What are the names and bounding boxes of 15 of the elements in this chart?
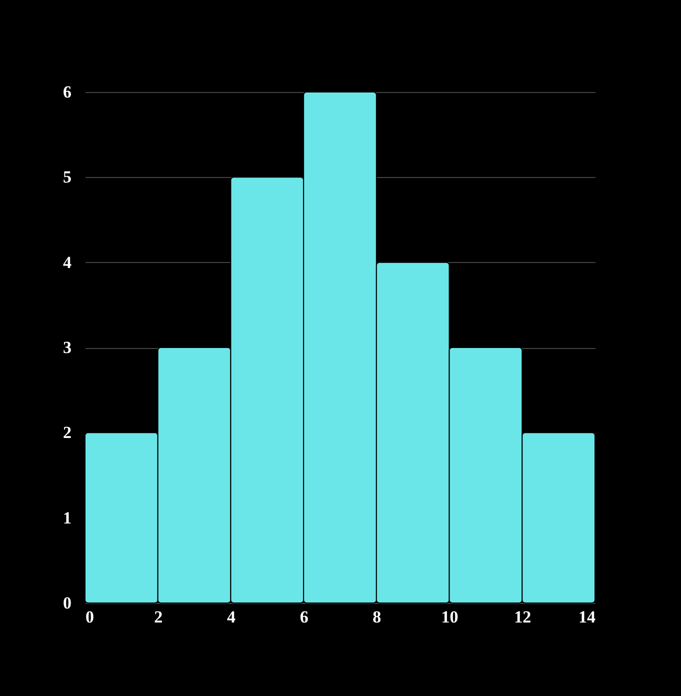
x-tick-label: 14 xyxy=(578,608,596,626)
x-tick-label: 4 xyxy=(226,608,236,626)
x-tick-label: 12 xyxy=(514,608,532,626)
y-tick-label: 3 xyxy=(63,338,72,357)
y-tick-label: 5 xyxy=(63,168,72,187)
y-tick-label: 1 xyxy=(63,508,72,528)
y-tick-label: 2 xyxy=(63,423,72,442)
x-tick-label: 0 xyxy=(86,608,94,626)
x-tick-label: 2 xyxy=(154,608,163,626)
y-tick-label: 6 xyxy=(63,82,72,102)
x-tick-label: 8 xyxy=(372,608,382,626)
y-tick-label: 0 xyxy=(63,594,72,612)
y-tick-label: 4 xyxy=(63,252,72,272)
x-tick-label: 6 xyxy=(300,608,308,626)
x-tick-label: 10 xyxy=(441,608,458,626)
